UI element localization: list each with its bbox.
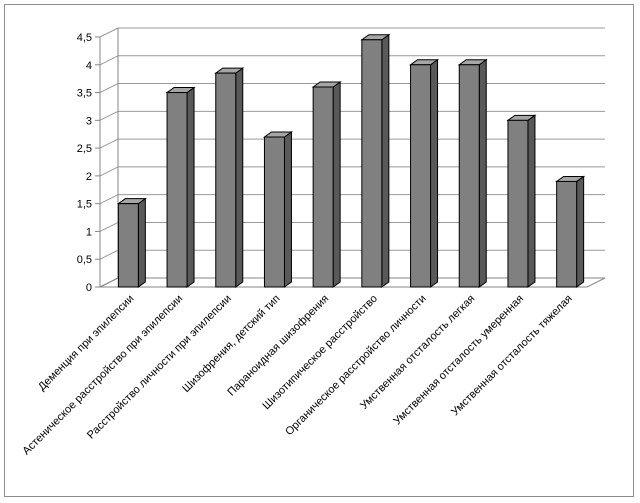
bar-front bbox=[117, 203, 139, 288]
bar-front bbox=[312, 86, 334, 288]
bar bbox=[360, 33, 391, 288]
y-tick-label: 4 bbox=[86, 60, 92, 72]
bar-front bbox=[458, 64, 480, 288]
bar-side bbox=[186, 86, 195, 288]
bar bbox=[165, 86, 196, 288]
gridline-depth bbox=[99, 55, 119, 66]
bar-side bbox=[478, 58, 487, 288]
bar-front bbox=[215, 72, 237, 288]
bar-side bbox=[527, 114, 536, 288]
bar bbox=[116, 197, 147, 288]
gridline-depth bbox=[99, 221, 119, 232]
bar-side bbox=[283, 131, 292, 288]
bar bbox=[311, 81, 342, 288]
bars bbox=[116, 33, 586, 288]
y-tick-label: 3 bbox=[86, 115, 92, 127]
gridline-depth bbox=[99, 27, 119, 38]
bar-side bbox=[576, 175, 585, 288]
bar-front bbox=[166, 92, 188, 288]
y-tick-label: 1 bbox=[86, 226, 92, 238]
bar bbox=[555, 175, 586, 288]
y-tick-label: 3,5 bbox=[77, 88, 92, 100]
gridline-depth bbox=[99, 166, 119, 177]
y-tick-labels: 0 0,5 1 1,5 2 2,5 3 3,5 4 4,5 bbox=[77, 32, 92, 294]
gridline-depth bbox=[99, 138, 119, 149]
y-tick-label: 4,5 bbox=[77, 32, 92, 44]
y-tick-label: 1,5 bbox=[77, 199, 92, 211]
bar-front bbox=[361, 39, 383, 288]
bar bbox=[457, 58, 488, 288]
bar-side bbox=[235, 67, 244, 288]
bar bbox=[506, 114, 537, 288]
gridline-depth bbox=[99, 194, 119, 205]
bar-side bbox=[381, 33, 390, 288]
y-tick-label: 2,5 bbox=[77, 143, 92, 155]
bar-side bbox=[430, 58, 439, 288]
gridline-depth bbox=[99, 83, 119, 94]
gridline-depth bbox=[99, 249, 119, 260]
y-tick-label: 0 bbox=[86, 282, 92, 294]
bar-front bbox=[263, 136, 285, 288]
x-category-label: Параноидная шизофрения bbox=[225, 293, 331, 399]
bar bbox=[262, 131, 294, 288]
x-category-label: Шизофрения, детский тип bbox=[180, 293, 282, 395]
gridline-depth bbox=[99, 110, 119, 121]
x-category-label: Деменция при эпилепсии bbox=[36, 293, 136, 393]
bar bbox=[214, 67, 245, 288]
bar-front bbox=[410, 64, 432, 288]
bar bbox=[408, 58, 440, 288]
y-tick-label: 2 bbox=[86, 171, 92, 183]
bar-side bbox=[332, 81, 341, 288]
bar-front bbox=[556, 180, 578, 288]
y-tick-label: 0,5 bbox=[77, 254, 92, 266]
bar-front bbox=[507, 119, 529, 288]
bar-side bbox=[137, 197, 146, 288]
